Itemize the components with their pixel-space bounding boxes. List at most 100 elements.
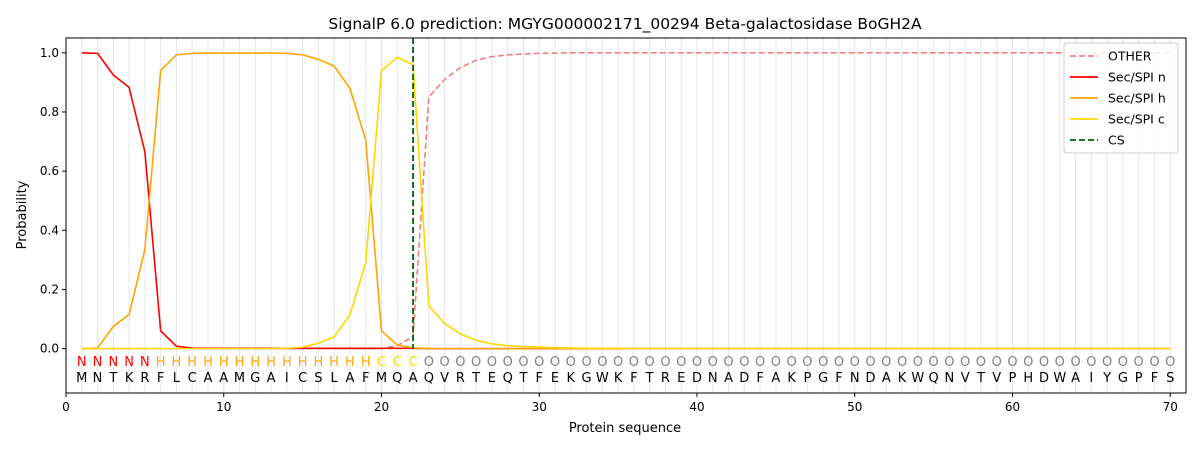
annotation-letter: O	[897, 355, 907, 370]
sequence-letter: D	[692, 371, 702, 386]
annotation-letter: O	[1055, 355, 1065, 370]
sequence-letter: P	[1009, 371, 1017, 386]
annotation-letter: H	[172, 355, 182, 370]
sequence-letter: T	[518, 371, 527, 386]
sequence-letter: L	[173, 371, 181, 386]
annotation-letter: O	[455, 355, 465, 370]
annotation-letter: H	[156, 355, 166, 370]
annotation-letter: O	[787, 355, 797, 370]
sequence-letter: A	[267, 371, 276, 386]
sequence-letter: G	[1118, 371, 1128, 386]
annotation-letter: O	[439, 355, 449, 370]
annotation-letter: O	[992, 355, 1002, 370]
annotation-letter: O	[613, 355, 623, 370]
sequence-letter: D	[865, 371, 875, 386]
annotation-letter: O	[581, 355, 591, 370]
sequence-letter: I	[285, 371, 289, 386]
y-tick-label: 1.0	[40, 46, 59, 60]
sequence-letter: A	[882, 371, 891, 386]
sequence-letter: T	[471, 371, 480, 386]
annotation-letter: O	[771, 355, 781, 370]
sequence-letter: N	[945, 371, 955, 386]
annotation-letter: O	[755, 355, 765, 370]
sequence-letter: N	[708, 371, 718, 386]
annotation-letter: O	[1102, 355, 1112, 370]
sequence-letter: T	[108, 371, 117, 386]
annotation-letter: O	[518, 355, 528, 370]
sequence-letter: T	[645, 371, 654, 386]
sequence-letter: A	[345, 371, 354, 386]
annotation-letter: O	[534, 355, 544, 370]
annotation-letter: O	[850, 355, 860, 370]
x-tick-label: 30	[532, 400, 547, 414]
axes: 0 10 20 30 40 50 60 70 0.0 0.2 0.4 0.6 0.8 1.0	[40, 46, 1178, 414]
sequence-letter: A	[771, 371, 780, 386]
y-tick-label: 0.2	[40, 282, 59, 296]
annotation-letter: O	[802, 355, 812, 370]
annotation-letter: O	[818, 355, 828, 370]
sequence-letter: A	[1071, 371, 1080, 386]
annotation-letter: H	[282, 355, 292, 370]
y-tick-label: 0.8	[40, 105, 59, 119]
annotation-letter: O	[503, 355, 513, 370]
x-axis-title: Protein sequence	[569, 421, 681, 436]
sequence-letter: V	[992, 371, 1001, 386]
chart-title: SignalP 6.0 prediction: MGYG000002171_00…	[328, 15, 922, 34]
sequence-letter: P	[1135, 371, 1143, 386]
y-tick-label: 0.6	[40, 164, 59, 178]
series-line-sec-spi-h	[81, 52, 1171, 350]
sequence-letter: N	[850, 371, 860, 386]
sequence-letter: I	[1089, 371, 1093, 386]
sequence-letter: F	[535, 371, 542, 386]
sequence-letter: W	[596, 371, 609, 386]
y-axis-title: Probability	[15, 180, 30, 249]
sequence-letter: T	[976, 371, 985, 386]
annotation-letter: O	[676, 355, 686, 370]
annotation-letter: H	[235, 355, 245, 370]
sequence-letter: F	[630, 371, 637, 386]
sequence-letters: NMNNNTNKNRHFHLHCHAHAHMHGHAHIHCHSHLHAHFCM…	[76, 355, 1175, 386]
annotation-letter: H	[203, 355, 213, 370]
sequence-letter: F	[362, 371, 369, 386]
sequence-letter: M	[76, 371, 87, 386]
x-tick-label: 70	[1163, 400, 1178, 414]
sequence-letter: M	[234, 371, 245, 386]
y-tick-label: 0.0	[40, 342, 59, 356]
legend-label: CS	[1108, 133, 1125, 148]
sequence-letter: R	[661, 371, 670, 386]
sequence-letter: W	[1053, 371, 1066, 386]
legend: OTHER Sec/SPI n Sec/SPI h Sec/SPI c CS	[1063, 42, 1179, 154]
annotation-letter: H	[298, 355, 308, 370]
annotation-letter: O	[913, 355, 923, 370]
annotation-letter: O	[566, 355, 576, 370]
x-tick-label: 50	[847, 400, 862, 414]
sequence-letter: A	[219, 371, 228, 386]
annotation-letter: H	[314, 355, 324, 370]
sequence-letter: F	[1151, 371, 1158, 386]
x-tick-label: 0	[62, 400, 70, 414]
annotation-letter: O	[550, 355, 560, 370]
sequence-letter: E	[551, 371, 559, 386]
annotation-letter: N	[77, 355, 87, 370]
annotation-letter: C	[393, 355, 402, 370]
sequence-letter: A	[409, 371, 418, 386]
annotation-letter: O	[645, 355, 655, 370]
sequence-letter: S	[1166, 371, 1174, 386]
sequence-letter: L	[331, 371, 339, 386]
annotation-letter: O	[723, 355, 733, 370]
sequence-letter: C	[298, 371, 307, 386]
annotation-letter: N	[140, 355, 150, 370]
annotation-letter: O	[865, 355, 875, 370]
x-tick-label: 40	[689, 400, 704, 414]
sequence-letter: N	[93, 371, 103, 386]
annotation-letter: O	[1023, 355, 1033, 370]
sequence-letter: F	[157, 371, 164, 386]
annotation-letter: N	[93, 355, 103, 370]
sequence-letter: Y	[1102, 371, 1111, 386]
sequence-letter: Q	[392, 371, 402, 386]
annotation-letter: H	[266, 355, 276, 370]
sequence-letter: K	[898, 371, 907, 386]
annotation-letter: O	[881, 355, 891, 370]
annotation-letter: O	[1086, 355, 1096, 370]
annotation-letter: O	[739, 355, 749, 370]
